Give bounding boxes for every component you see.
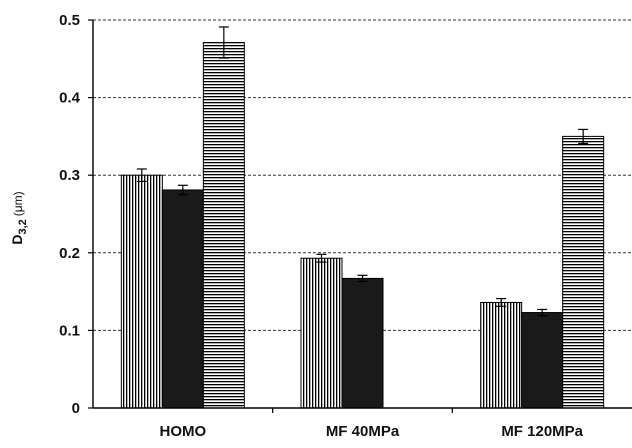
y-tick-label: 0.1 (59, 322, 80, 339)
bar (300, 257, 343, 409)
bar (562, 135, 605, 409)
error-bar (578, 128, 589, 144)
error-bar (496, 297, 507, 307)
bar (521, 312, 564, 409)
labels: D3,2 (μm) 0 0.1 0.2 0.3 0.4 0.5 HOMO MF 40MPa MF … (9, 12, 584, 440)
error-bar (316, 253, 327, 263)
y-axis-label-subscript: 3,2 (17, 219, 29, 234)
bar (120, 174, 163, 409)
y-tick-label: 0.5 (59, 12, 80, 29)
x-category-label: MF 40MPa (326, 423, 400, 440)
error-bar (177, 184, 188, 196)
bars (120, 26, 605, 409)
error-bar (218, 26, 229, 59)
error-bar (136, 168, 147, 183)
y-axis-label: D3,2 (μm) (9, 191, 29, 244)
bar (202, 42, 245, 409)
axes (88, 19, 632, 413)
error-bar (537, 308, 548, 317)
x-category-label: MF 120MPa (501, 423, 583, 440)
x-category-label: HOMO (159, 423, 206, 440)
y-tick-label: 0 (72, 400, 80, 417)
y-axis-label-main: D (9, 235, 25, 245)
y-axis-label-unit: (μm) (11, 191, 25, 216)
error-bar (357, 274, 368, 283)
bar (341, 277, 384, 409)
y-tick-label: 0.2 (59, 245, 80, 262)
y-tick-label: 0.4 (59, 90, 81, 107)
bar (480, 301, 523, 409)
bar (161, 189, 204, 409)
y-tick-label: 0.3 (59, 167, 80, 184)
